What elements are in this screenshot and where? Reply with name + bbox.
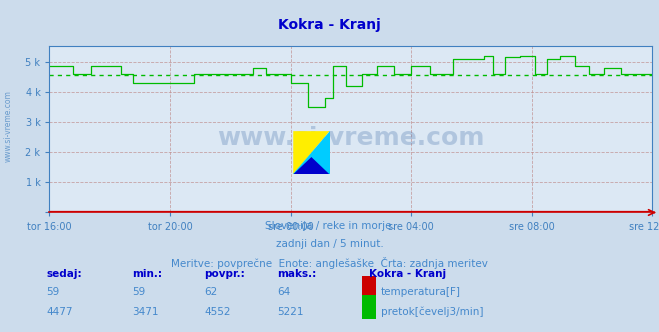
Text: maks.:: maks.: bbox=[277, 269, 316, 279]
Text: 64: 64 bbox=[277, 288, 290, 297]
Text: Kokra - Kranj: Kokra - Kranj bbox=[278, 18, 381, 32]
Text: 5221: 5221 bbox=[277, 307, 303, 317]
Text: 59: 59 bbox=[46, 288, 59, 297]
Text: 59: 59 bbox=[132, 288, 145, 297]
Text: temperatura[F]: temperatura[F] bbox=[381, 288, 461, 297]
Text: 62: 62 bbox=[204, 288, 217, 297]
Text: povpr.:: povpr.: bbox=[204, 269, 245, 279]
Text: Slovenija / reke in morje.: Slovenija / reke in morje. bbox=[264, 221, 395, 231]
Text: Kokra - Kranj: Kokra - Kranj bbox=[369, 269, 446, 279]
Polygon shape bbox=[293, 131, 330, 174]
Text: min.:: min.: bbox=[132, 269, 162, 279]
Polygon shape bbox=[293, 157, 330, 174]
Text: zadnji dan / 5 minut.: zadnji dan / 5 minut. bbox=[275, 239, 384, 249]
Text: 4552: 4552 bbox=[204, 307, 231, 317]
Text: 3471: 3471 bbox=[132, 307, 158, 317]
Text: 4477: 4477 bbox=[46, 307, 72, 317]
Text: www.si-vreme.com: www.si-vreme.com bbox=[217, 126, 484, 150]
Text: pretok[čevelj3/min]: pretok[čevelj3/min] bbox=[381, 307, 484, 317]
Text: www.si-vreme.com: www.si-vreme.com bbox=[3, 90, 13, 162]
Text: sedaj:: sedaj: bbox=[46, 269, 82, 279]
Polygon shape bbox=[293, 131, 330, 174]
Text: Meritve: povprečne  Enote: anglešaške  Črta: zadnja meritev: Meritve: povprečne Enote: anglešaške Črt… bbox=[171, 257, 488, 269]
